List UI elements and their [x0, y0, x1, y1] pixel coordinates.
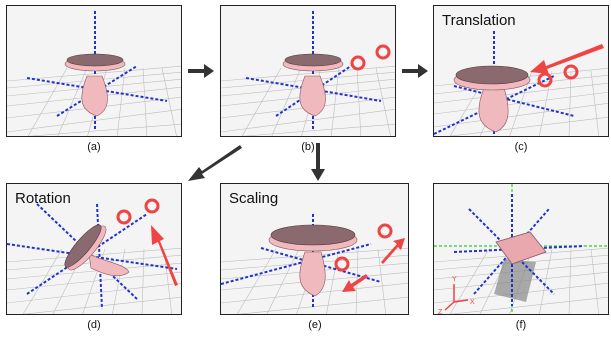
- scale-arrow-in-icon: [342, 274, 368, 292]
- translate-arrow-icon: [530, 44, 604, 74]
- gizmo-x-label: X: [470, 299, 475, 306]
- scene-b: [221, 11, 395, 136]
- gizmo-y-label: Y: [452, 276, 457, 283]
- scene-e: [221, 214, 408, 314]
- arrow-right-icon: [188, 64, 214, 78]
- scene-d: [7, 198, 181, 314]
- axis-gizmo-icon: Y X Z: [438, 276, 475, 315]
- panel-title-e: Scaling: [229, 190, 279, 207]
- panel-e: Scaling: [220, 183, 409, 315]
- panel-label-c: (c): [514, 141, 528, 153]
- scale-arrow-out-icon: [381, 238, 405, 264]
- cursor-circle-icon: [537, 64, 579, 88]
- arrow-down-icon: [311, 143, 325, 181]
- cursor-circle-icon: [334, 223, 393, 272]
- panel-a: [6, 5, 182, 137]
- arrow-right-icon: [402, 64, 428, 78]
- cursor-circle-icon: [350, 44, 391, 71]
- panel-d: Rotation: [6, 183, 182, 315]
- box-model: [495, 231, 547, 265]
- gizmo-z-label: Z: [438, 309, 443, 315]
- shadow-shape: [494, 259, 536, 302]
- panel-label-e: (e): [308, 319, 322, 331]
- cursor-circle-icon: [116, 198, 160, 225]
- table-model: [64, 224, 130, 277]
- table-model: [64, 53, 126, 117]
- table-model: [268, 224, 358, 297]
- scene-f: Y X Z: [434, 184, 608, 315]
- panel-label-b: (b): [301, 141, 315, 153]
- panel-label-f: (f): [515, 319, 527, 331]
- panel-b: [220, 5, 396, 137]
- rotate-arrow-icon: [151, 225, 178, 286]
- panel-title-c: Translation: [442, 12, 516, 29]
- panel-label-d: (d): [87, 319, 101, 331]
- panel-title-d: Rotation: [15, 190, 71, 207]
- panel-label-a: (a): [87, 141, 101, 153]
- panel-c: Translation: [433, 5, 609, 137]
- scene-a: [7, 11, 181, 136]
- arrow-down-left-icon: [188, 145, 242, 181]
- scene-c: [434, 31, 608, 136]
- table-model: [453, 65, 531, 133]
- panel-f: Y X Z: [433, 183, 609, 315]
- table-model: [282, 53, 344, 117]
